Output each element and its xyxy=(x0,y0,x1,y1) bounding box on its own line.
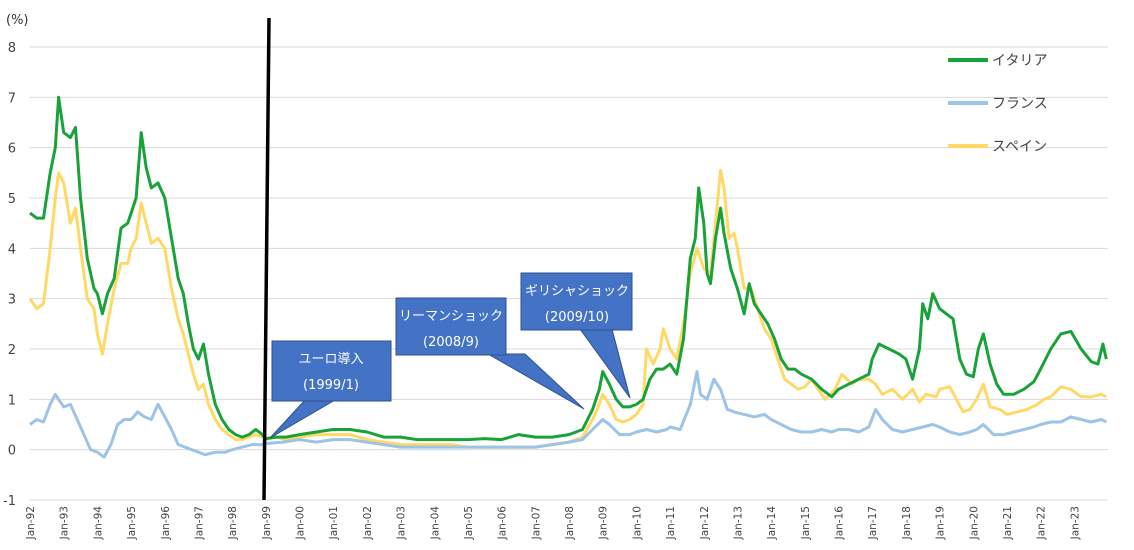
y-tick-label: 5 xyxy=(8,192,16,207)
series-line-spain xyxy=(28,168,1107,449)
x-tick-label: Jan-99 xyxy=(261,506,273,540)
x-tick-label: Jan-22 xyxy=(1036,506,1048,540)
legend-item-italy: イタリア xyxy=(948,53,1047,69)
x-tick-label: Jan-02 xyxy=(362,506,374,540)
y-tick-label: 0 xyxy=(8,444,16,459)
x-tick-label: Jan-92 xyxy=(25,506,37,540)
series-line-france xyxy=(29,370,1107,459)
x-tick-label: Jan-03 xyxy=(396,506,408,540)
x-tick-label: Jan-96 xyxy=(160,506,172,541)
legend-item-france: フランス xyxy=(948,96,1048,112)
callout-date: (2008/9) xyxy=(423,335,479,350)
legend-label-italy: イタリア xyxy=(992,53,1047,69)
x-tick-label: Jan-04 xyxy=(429,506,441,541)
y-tick-label: 6 xyxy=(8,142,16,157)
legend-item-spain: スペイン xyxy=(948,139,1047,155)
y-axis-unit-label: (%) xyxy=(6,13,29,28)
y-tick-label: 3 xyxy=(8,293,16,308)
x-tick-label: Jan-19 xyxy=(935,506,947,540)
x-tick-label: Jan-10 xyxy=(631,506,643,540)
x-tick-label: Jan-97 xyxy=(193,506,205,540)
y-axis-ticks: -1 0 1 2 3 4 5 6 7 8 xyxy=(3,41,16,509)
x-tick-label: Jan-01 xyxy=(328,506,340,540)
legend: イタリア フランス スペイン xyxy=(948,53,1048,155)
y-tick-label: 2 xyxy=(8,343,16,358)
y-tick-label: 8 xyxy=(8,41,16,56)
euro-introduction-marker xyxy=(262,17,271,501)
x-tick-label: Jan-20 xyxy=(968,506,980,540)
callout-pointer xyxy=(269,399,337,439)
callout-title: ユーロ導入 xyxy=(298,352,363,367)
x-tick-label: Jan-08 xyxy=(564,506,576,540)
callout-lehman-shock: リーマンショック (2008/9) xyxy=(395,297,585,410)
x-tick-label: Jan-13 xyxy=(732,506,744,540)
y-tick-label: -1 xyxy=(3,494,16,509)
x-tick-label: Jan-00 xyxy=(295,506,307,540)
callout-box xyxy=(395,297,507,356)
x-tick-label: Jan-14 xyxy=(766,506,778,541)
callout-box xyxy=(520,272,633,331)
x-tick-label: Jan-06 xyxy=(497,506,509,541)
x-tick-label: Jan-16 xyxy=(834,506,846,541)
x-tick-label: Jan-07 xyxy=(530,506,542,540)
callout-euro-introduction: ユーロ導入 (1999/1) xyxy=(269,340,392,439)
callout-date: (1999/1) xyxy=(303,378,359,393)
callout-pointer xyxy=(486,353,585,410)
legend-label-spain: スペイン xyxy=(992,139,1047,155)
x-tick-label: Jan-05 xyxy=(463,506,475,540)
callout-title: ギリシャショック xyxy=(525,284,629,299)
x-tick-label: Jan-12 xyxy=(699,506,711,540)
x-tick-label: Jan-94 xyxy=(92,506,104,541)
y-tick-label: 7 xyxy=(8,91,16,106)
y-tick-label: 4 xyxy=(8,242,16,257)
x-tick-label: Jan-98 xyxy=(227,506,239,540)
series-lines xyxy=(28,95,1108,459)
x-tick-label: Jan-09 xyxy=(598,506,610,540)
x-tick-label: Jan-17 xyxy=(867,506,879,540)
x-tick-label: Jan-23 xyxy=(1069,506,1081,540)
x-tick-label: Jan-15 xyxy=(800,506,812,540)
callout-title: リーマンショック xyxy=(399,309,503,324)
series-line-italy xyxy=(29,95,1108,442)
callout-date: (2009/10) xyxy=(545,310,609,325)
x-tick-label: Jan-11 xyxy=(665,506,677,540)
x-tick-label: Jan-95 xyxy=(126,506,138,540)
x-axis-ticks: Jan-92 Jan-93 Jan-94 Jan-95 Jan-96 Jan-97 Jan-… xyxy=(25,506,1081,541)
callout-box xyxy=(271,340,392,402)
y-tick-label: 1 xyxy=(8,393,16,408)
callout-greek-shock: ギリシャショック (2009/10) xyxy=(520,272,633,399)
x-tick-label: Jan-18 xyxy=(901,506,913,540)
callout-pointer xyxy=(579,328,631,399)
legend-label-france: フランス xyxy=(992,96,1048,112)
x-tick-label: Jan-21 xyxy=(1002,506,1014,540)
x-tick-label: Jan-93 xyxy=(59,506,71,540)
